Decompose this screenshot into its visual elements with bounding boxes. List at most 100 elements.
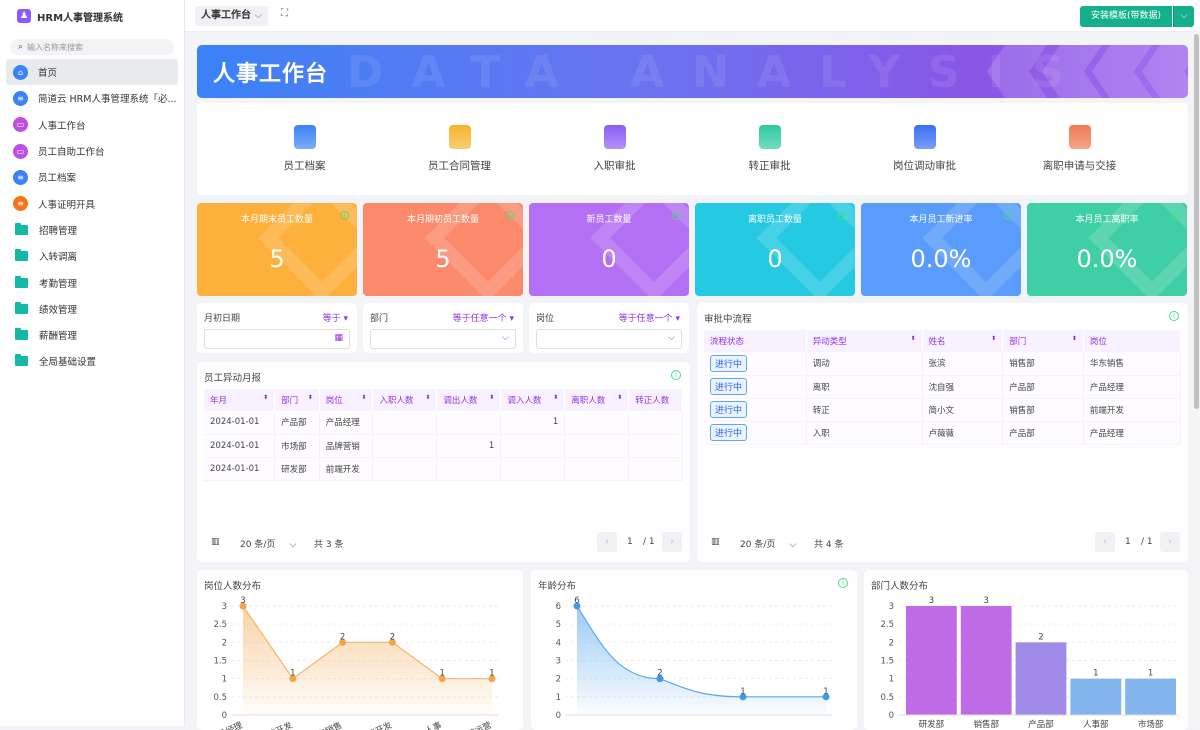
sort-icon[interactable]: ⬍ (489, 394, 495, 401)
column-header[interactable]: 岗位 (1083, 330, 1182, 352)
shortcut-item[interactable]: 员工档案 (227, 103, 382, 195)
shortcut-item[interactable]: 转正审批 (692, 103, 847, 195)
sort-icon[interactable]: ⬍ (553, 394, 559, 401)
info-icon[interactable]: i (671, 370, 681, 380)
table-row[interactable]: 进行中 离职 沈自强 产品部 产品经理 (704, 375, 1182, 399)
data-point[interactable] (573, 602, 581, 610)
scrollbar-thumb[interactable] (1194, 34, 1199, 409)
fullscreen-icon[interactable]: ⛶ (281, 8, 288, 19)
next-page-button[interactable]: › (1160, 532, 1180, 552)
table-cell (564, 411, 630, 435)
sort-icon[interactable]: ⬍ (910, 335, 916, 342)
column-header[interactable]: 流程状态 (704, 330, 807, 352)
columns-icon[interactable]: ▥ (211, 537, 220, 547)
columns-icon[interactable]: ▥ (711, 537, 720, 547)
install-template-button[interactable]: 安装模板(带数据) (1079, 6, 1172, 27)
sidebar-item[interactable]: 入转调离 (6, 243, 178, 269)
sidebar-item[interactable]: ≡ 人事证明开具 (6, 190, 178, 216)
bar[interactable] (906, 606, 957, 715)
prev-page-button[interactable]: ‹ (1095, 532, 1115, 552)
total-count: 共 3 条 (314, 540, 344, 550)
table-row[interactable]: 进行中 转正 简小文 销售部 前端开发 (704, 398, 1182, 422)
filter-operator-dropdown[interactable]: 等于任意一个 ▾ (619, 311, 680, 324)
page-size-select[interactable]: 20 条/页 ⌵ (740, 537, 796, 550)
data-point[interactable] (739, 693, 747, 701)
column-header[interactable]: 姓名 ⬍ (922, 330, 1004, 352)
data-point[interactable] (388, 638, 396, 646)
table-row[interactable]: 2024-01-01 研发部 前端开发 (204, 457, 683, 481)
bar[interactable] (1070, 678, 1122, 715)
bar[interactable] (1125, 678, 1176, 715)
data-point[interactable] (339, 638, 347, 646)
sidebar-item[interactable]: ⌂ 首页 (6, 59, 178, 86)
filter-input[interactable]: ▦ (204, 329, 350, 349)
data-point[interactable] (488, 675, 496, 683)
table-row[interactable]: 2024-01-01 产品部 产品经理 1 (204, 411, 683, 435)
sidebar-item[interactable]: 全局基础设置 (6, 348, 178, 374)
column-header[interactable]: 转正人数 (628, 389, 683, 411)
data-point[interactable] (438, 675, 446, 683)
sort-icon[interactable]: ⬍ (307, 394, 313, 401)
column-header[interactable]: 异动类型 ⬍ (806, 330, 923, 352)
table-cell (372, 434, 438, 458)
shortcut-item[interactable]: 员工合同管理 (382, 103, 537, 195)
shortcut-item[interactable]: 岗位调动审批 (847, 103, 1002, 195)
next-page-button[interactable]: › (662, 532, 682, 552)
page-size-select[interactable]: 20 条/页 ⌵ (240, 537, 296, 550)
data-point[interactable] (656, 675, 664, 683)
column-header[interactable]: 部门 ⬍ (1002, 330, 1084, 352)
sidebar-item[interactable]: 薪酬管理 (6, 322, 178, 348)
filter-input[interactable]: ⌵ (536, 329, 682, 349)
shortcut-item[interactable]: 入职审批 (537, 103, 692, 195)
install-dropdown-button[interactable]: ⌵ (1173, 6, 1194, 27)
prev-page-button[interactable]: ‹ (597, 532, 617, 552)
data-point[interactable] (239, 602, 247, 610)
sidebar-item[interactable]: 考勤管理 (6, 269, 178, 295)
filter-operator-dropdown[interactable]: 等于 ▾ (323, 311, 348, 324)
current-page[interactable]: 1 (1125, 537, 1131, 547)
table-row[interactable]: 进行中 调动 张滨 销售部 华东销售 (704, 352, 1182, 376)
breadcrumb-dropdown[interactable]: 人事工作台 ⌵ (195, 6, 269, 26)
sort-icon[interactable]: ⬍ (617, 394, 623, 401)
info-icon[interactable]: i (1004, 211, 1013, 220)
info-icon[interactable]: i (506, 211, 515, 220)
data-point[interactable] (289, 675, 297, 683)
column-header[interactable]: 调出人数 ⬍ (436, 389, 502, 411)
stat-card: 新员工数量 0 i (529, 203, 689, 296)
bar[interactable] (960, 606, 1012, 715)
column-header[interactable]: 部门 ⬍ (274, 389, 320, 411)
column-header[interactable]: 离职人数 ⬍ (564, 389, 630, 411)
column-header[interactable]: 调入人数 ⬍ (500, 389, 566, 411)
table-row[interactable]: 进行中 入职 卢薇薇 产品部 产品经理 (704, 421, 1182, 445)
info-icon[interactable]: i (838, 578, 848, 588)
info-icon[interactable]: i (672, 211, 681, 220)
sidebar-item[interactable]: ≡ 员工档案 (6, 164, 178, 190)
sort-icon[interactable]: ⬍ (991, 335, 997, 342)
column-header[interactable]: 岗位 ⬍ (319, 389, 374, 411)
current-page[interactable]: 1 (627, 537, 633, 547)
sort-icon[interactable]: ⬍ (263, 394, 269, 401)
sort-icon[interactable]: ⬍ (425, 394, 431, 401)
sort-icon[interactable]: ⬍ (361, 394, 367, 401)
sidebar-item[interactable]: 绩效管理 (6, 296, 178, 322)
info-icon[interactable]: i (838, 211, 847, 220)
column-header[interactable]: 年月 ⬍ (204, 389, 276, 411)
info-icon[interactable]: i (1170, 211, 1179, 220)
sort-icon[interactable]: ⬍ (1071, 335, 1077, 342)
filter-input[interactable]: ⌵ (370, 329, 516, 349)
search-input[interactable]: ⌕ 输入名称来搜索 (10, 39, 174, 55)
filter-operator-dropdown[interactable]: 等于任意一个 ▾ (453, 311, 514, 324)
sidebar-item[interactable]: ≡ 简道云 HRM人事管理系统「必... (6, 85, 178, 111)
bar[interactable] (1015, 642, 1067, 715)
sidebar-item[interactable]: ▭ 员工自助工作台 (6, 138, 178, 164)
sidebar-item[interactable]: 招聘管理 (6, 217, 178, 243)
data-point[interactable] (822, 693, 830, 701)
table-row[interactable]: 2024-01-01 市场部 品牌营销 1 (204, 434, 683, 458)
sidebar: ♟ HRM人事管理系统 ⌕ 输入名称来搜索 ⌂ 首页 ≡ 简道云 HRM人事管理系统「必.… (0, 0, 185, 726)
info-icon[interactable]: i (1169, 311, 1179, 321)
info-icon[interactable]: i (340, 211, 349, 220)
sidebar-item[interactable]: ▭ 人事工作台 (6, 112, 178, 138)
shortcut-item[interactable]: 离职申请与交接 (1002, 103, 1157, 195)
scrollbar[interactable] (1193, 32, 1200, 726)
column-header[interactable]: 入职人数 ⬍ (372, 389, 438, 411)
